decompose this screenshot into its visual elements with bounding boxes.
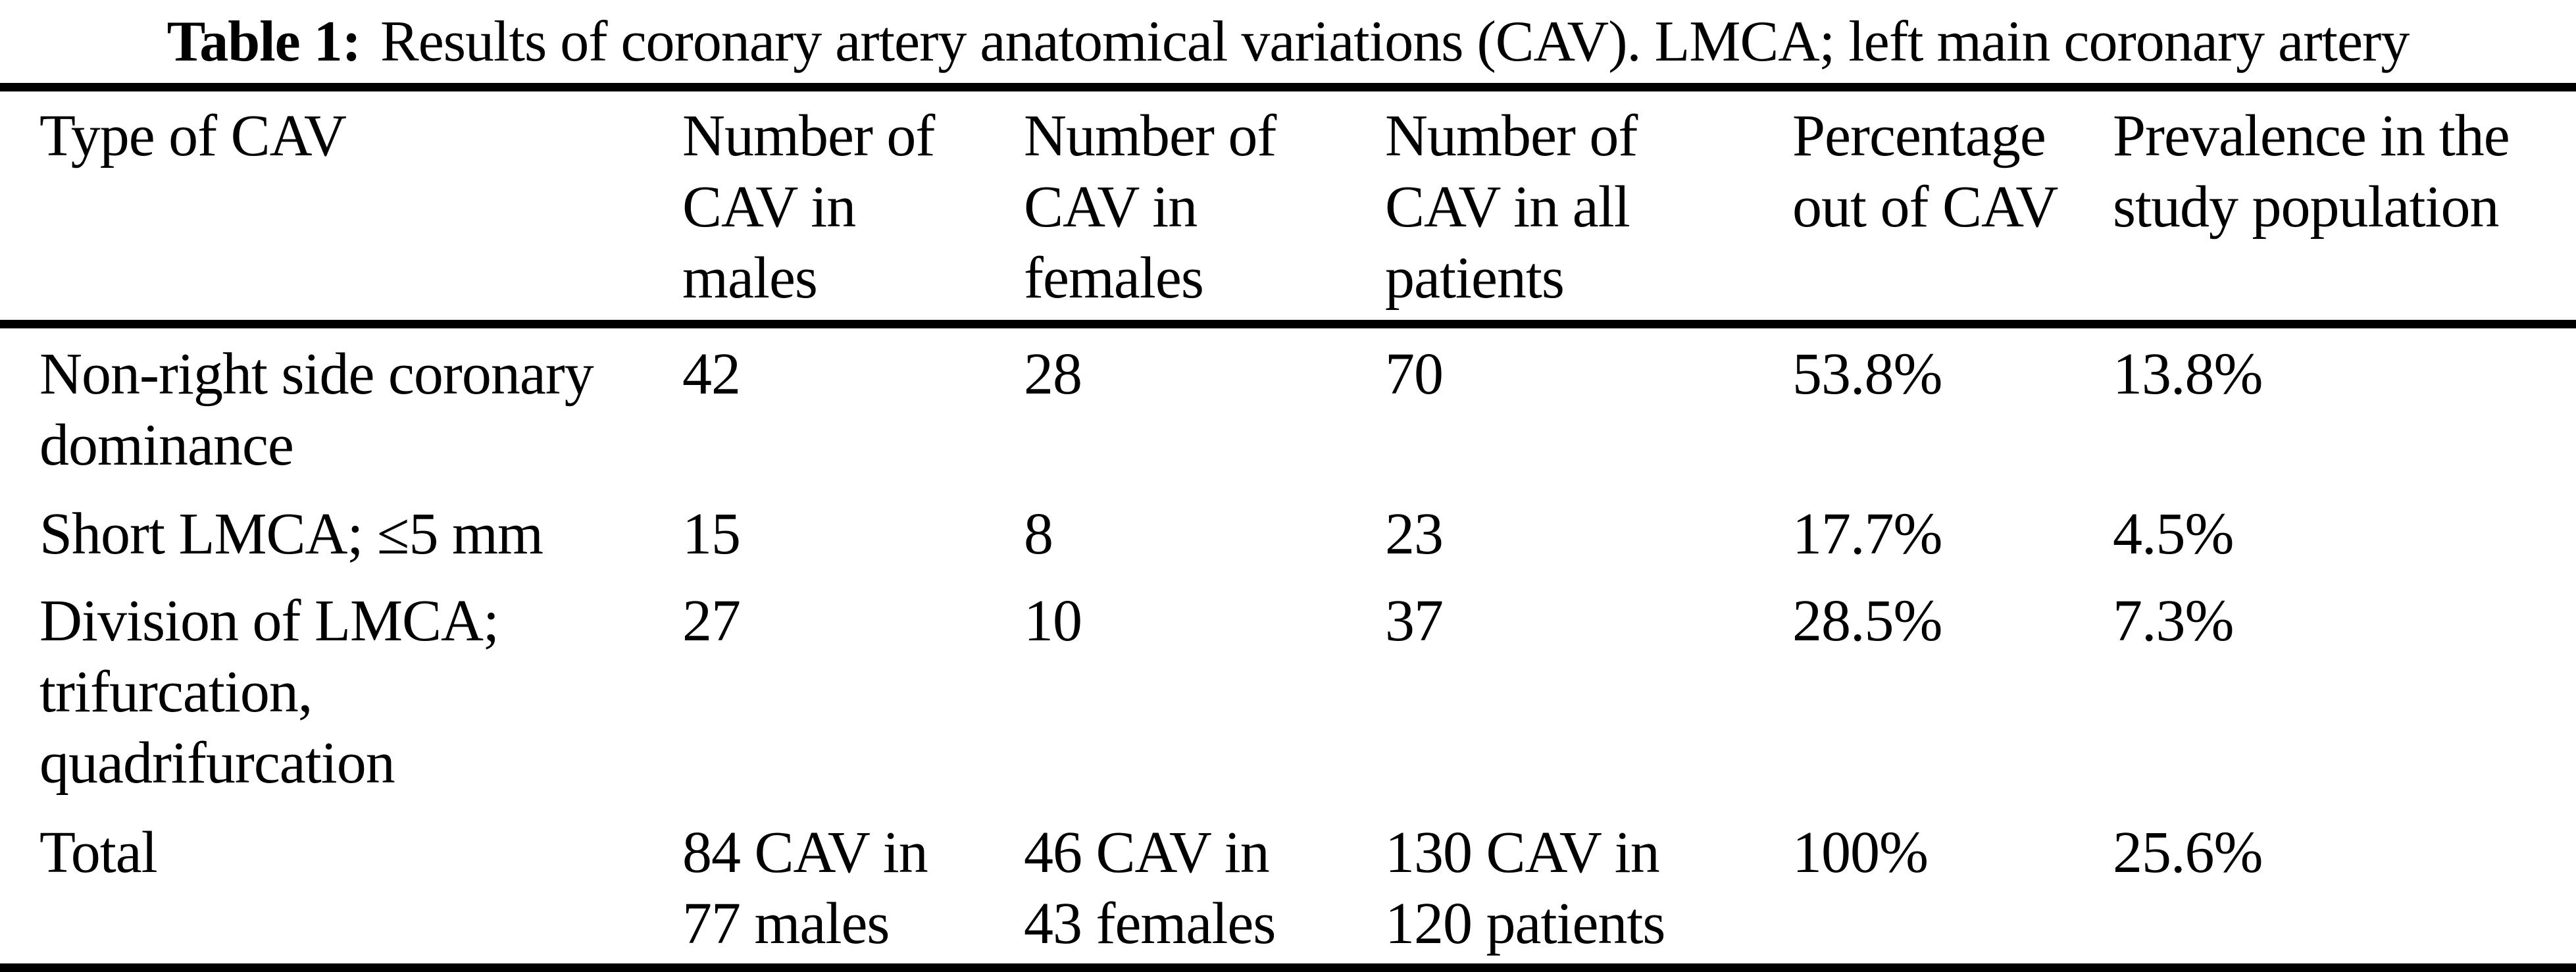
column-header-type-of-cav: Type of CAV bbox=[0, 91, 682, 328]
table-caption-label: Table 1: bbox=[166, 9, 361, 74]
table-caption-text: Results of coronary artery anatomical va… bbox=[380, 9, 2410, 74]
cell-division-prevalence: 7.3% bbox=[2113, 588, 2234, 653]
cell-shortlmca-males: 15 bbox=[682, 501, 741, 567]
column-header-cav-all-patients: Number of CAV in all patients bbox=[1385, 91, 1792, 328]
table-row-short-lmca: Short LMCA; ≤5 mm 15 8 23 17.7% 4.5% bbox=[0, 481, 2576, 570]
table-caption: Table 1: Results of coronary artery anat… bbox=[0, 0, 2576, 91]
cell-shortlmca-percentage: 17.7% bbox=[1792, 501, 1942, 567]
header-row: Type of CAV Number of CAV in males Numbe… bbox=[0, 91, 2576, 328]
column-header-percentage-of-cav: Percentage out of CAV bbox=[1792, 91, 2113, 328]
cell-total-type: Total bbox=[0, 799, 682, 972]
cell-nonright-all-patients: 70 bbox=[1385, 342, 1444, 407]
cell-shortlmca-all-patients: 23 bbox=[1385, 501, 1444, 567]
cell-division-type: Division of LMCA; trifurcation, quadrifu… bbox=[39, 588, 499, 796]
column-header-cav-females: Number of CAV in females bbox=[1024, 91, 1385, 328]
cell-division-all-patients: 37 bbox=[1385, 588, 1444, 653]
cell-shortlmca-type: Short LMCA; ≤5 mm bbox=[39, 501, 543, 567]
cell-nonright-females: 28 bbox=[1024, 342, 1082, 407]
cell-total-percentage: 100% bbox=[1792, 799, 2113, 972]
cell-total-males: 84 CAV in 77 males bbox=[682, 799, 1024, 972]
cell-nonright-percentage: 53.8% bbox=[1792, 342, 1942, 407]
cell-shortlmca-prevalence: 4.5% bbox=[2113, 501, 2234, 567]
cell-nonright-type: Non-right side coronary dominance bbox=[39, 342, 594, 478]
column-header-prevalence: Prevalence in the study population bbox=[2113, 91, 2576, 328]
cell-nonright-prevalence: 13.8% bbox=[2113, 342, 2263, 407]
column-header-cav-males: Number of CAV in males bbox=[682, 91, 1024, 328]
cav-results-table: Type of CAV Number of CAV in males Numbe… bbox=[0, 91, 2576, 972]
table-row-division-of-lmca: Division of LMCA; trifurcation, quadrifu… bbox=[0, 570, 2576, 799]
table-row-total: Total 84 CAV in 77 males 46 CAV in 43 fe… bbox=[0, 799, 2576, 972]
cell-total-females: 46 CAV in 43 females bbox=[1024, 799, 1385, 972]
cell-division-males: 27 bbox=[682, 588, 741, 653]
cell-division-percentage: 28.5% bbox=[1792, 588, 1942, 653]
cell-total-prevalence: 25.6% bbox=[2113, 799, 2576, 972]
cell-shortlmca-females: 8 bbox=[1024, 501, 1053, 567]
cell-total-all-patients: 130 CAV in 120 patients bbox=[1385, 799, 1792, 972]
table-row-non-right-dominance: Non-right side coronary dominance 42 28 … bbox=[0, 324, 2576, 482]
cell-nonright-males: 42 bbox=[682, 342, 741, 407]
cell-division-females: 10 bbox=[1024, 588, 1082, 653]
